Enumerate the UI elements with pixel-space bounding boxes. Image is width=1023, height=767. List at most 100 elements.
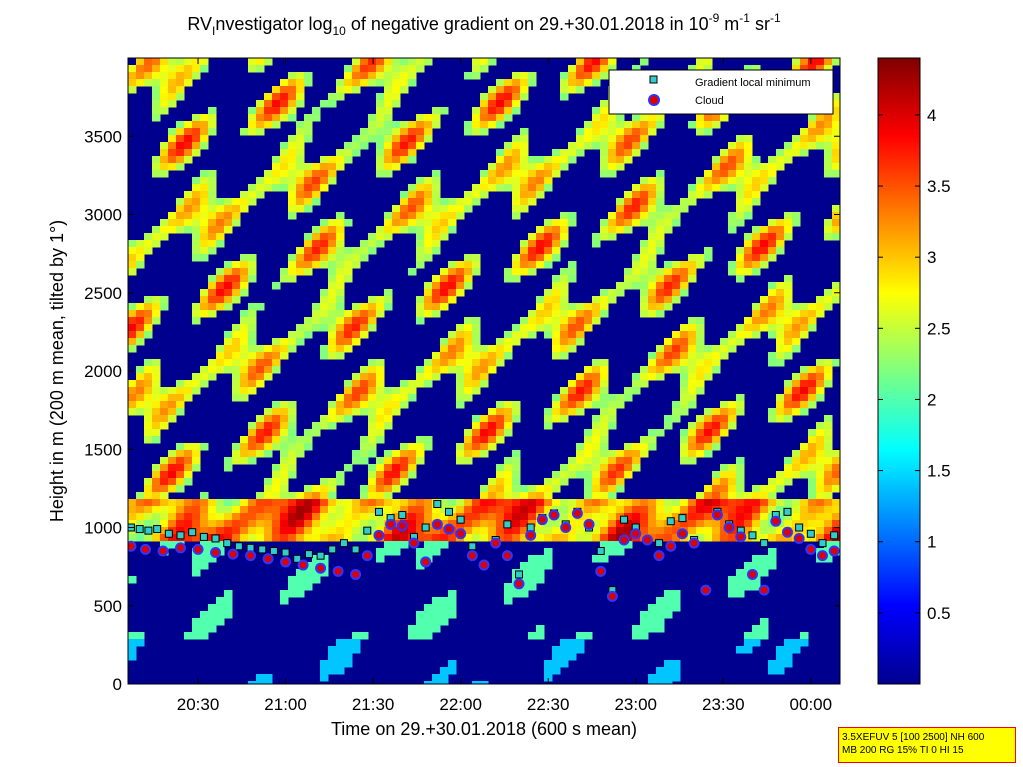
heatmap-cell	[304, 205, 313, 213]
heatmap-cell	[472, 324, 481, 332]
heatmap-cell	[424, 380, 433, 388]
heatmap-cell	[720, 527, 729, 535]
heatmap-cell	[328, 338, 337, 346]
heatmap-cell	[696, 317, 705, 325]
heatmap-cell	[384, 450, 393, 458]
heatmap-cell	[160, 170, 169, 178]
heatmap-cell	[728, 331, 737, 339]
heatmap-cell	[496, 79, 505, 87]
heatmap-cell	[800, 520, 809, 528]
heatmap-cell	[248, 275, 257, 283]
heatmap-cell	[168, 58, 177, 66]
heatmap-cell	[224, 520, 233, 528]
heatmap-cell	[624, 506, 633, 514]
heatmap-cell	[136, 492, 145, 500]
heatmap-cell	[464, 380, 473, 388]
heatmap-cell	[216, 296, 225, 304]
heatmap-cell	[664, 205, 673, 213]
colorbar: 0.511.522.533.54	[877, 57, 951, 685]
heatmap-cell	[440, 506, 449, 514]
heatmap-cell	[568, 646, 577, 654]
heatmap-cell	[424, 499, 433, 507]
heatmap-cell	[616, 527, 625, 535]
heatmap-cell	[264, 100, 273, 108]
heatmap-cell	[496, 170, 505, 178]
heatmap-cell	[352, 86, 361, 94]
heatmap-cell	[424, 618, 433, 626]
heatmap-cell	[240, 254, 249, 262]
heatmap-cell	[192, 317, 201, 325]
heatmap-cell	[760, 562, 769, 570]
heatmap-cell	[728, 513, 737, 521]
heatmap-cell	[400, 135, 409, 143]
heatmap-cell	[272, 359, 281, 367]
heatmap-cell	[144, 429, 153, 437]
heatmap-cell	[480, 534, 489, 542]
colorbar-tick-label: 3	[927, 248, 936, 267]
heatmap-cell	[424, 611, 433, 619]
heatmap-cell	[760, 520, 769, 528]
heatmap-cell	[568, 156, 577, 164]
heatmap-cell	[296, 492, 305, 500]
heatmap-cell	[392, 72, 401, 80]
heatmap-cell	[552, 660, 561, 668]
heatmap-cell	[376, 394, 385, 402]
heatmap-cell	[824, 219, 833, 227]
heatmap-cell	[680, 324, 689, 332]
heatmap-cell	[184, 513, 193, 521]
x-tick-label: 21:30	[352, 695, 395, 714]
heatmap-cell	[816, 296, 825, 304]
heatmap-cell	[144, 247, 153, 255]
heatmap-cell	[376, 555, 385, 563]
heatmap-cell	[168, 135, 177, 143]
heatmap-cell	[392, 394, 401, 402]
heatmap-cell	[192, 310, 201, 318]
heatmap-cell	[248, 534, 257, 542]
heatmap-cell	[744, 331, 753, 339]
heatmap-cell	[448, 513, 457, 521]
heatmap-cell	[712, 492, 721, 500]
heatmap-cell	[136, 534, 145, 542]
heatmap-cell	[672, 366, 681, 374]
heatmap-cell	[760, 569, 769, 577]
heatmap-cell	[720, 534, 729, 542]
heatmap-cell	[144, 492, 153, 500]
heatmap-cell	[280, 429, 289, 437]
heatmap-cell	[520, 247, 529, 255]
heatmap-cell	[440, 499, 449, 507]
heatmap-cell	[352, 380, 361, 388]
heatmap-cell	[496, 352, 505, 360]
heatmap-cell	[552, 247, 561, 255]
heatmap-cell	[616, 205, 625, 213]
heatmap-cell	[664, 513, 673, 521]
heatmap-cell	[768, 667, 777, 675]
heatmap-cell	[784, 653, 793, 661]
heatmap-cell	[592, 415, 601, 423]
heatmap-cell	[320, 100, 329, 108]
heatmap-cell	[584, 401, 593, 409]
heatmap-cell	[704, 345, 713, 353]
heatmap-cell	[784, 226, 793, 234]
heatmap-cell	[736, 464, 745, 472]
heatmap-cell	[688, 387, 697, 395]
heatmap-cell	[232, 394, 241, 402]
heatmap-cell	[760, 170, 769, 178]
heatmap-cell	[232, 261, 241, 269]
heatmap-cell	[264, 443, 273, 451]
colorbar-ticks: 0.511.522.533.54	[878, 106, 951, 623]
heatmap-cell	[408, 156, 417, 164]
heatmap-cell	[560, 289, 569, 297]
heatmap-cell	[656, 198, 665, 206]
heatmap-cell	[696, 506, 705, 514]
heatmap-cell	[832, 93, 840, 101]
heatmap-cell	[640, 268, 649, 276]
heatmap-cell	[432, 611, 441, 619]
heatmap-cell	[504, 492, 513, 500]
heatmap-cell	[360, 408, 369, 416]
heatmap-cell	[704, 443, 713, 451]
heatmap-cell	[504, 513, 513, 521]
heatmap-cell	[824, 520, 833, 528]
heatmap-cell	[816, 135, 825, 143]
heatmap-cell	[584, 317, 593, 325]
heatmap-cell	[832, 205, 840, 213]
